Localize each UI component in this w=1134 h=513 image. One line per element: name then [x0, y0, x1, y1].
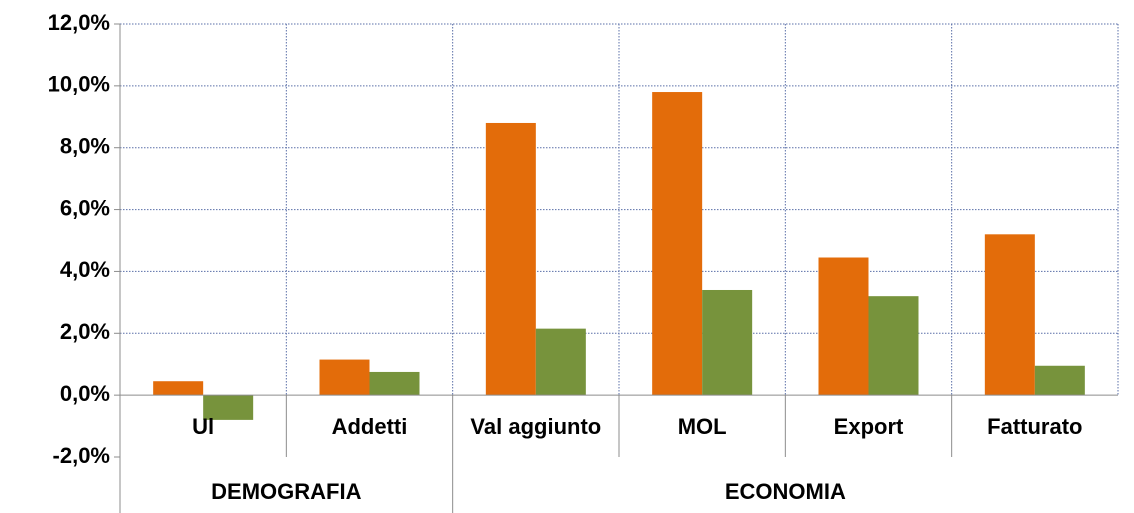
x-tick-label: Export [834, 414, 904, 439]
bar [818, 257, 869, 396]
y-tick-label: 8,0% [60, 134, 110, 159]
bar [702, 289, 753, 396]
x-tick-label: Fatturato [987, 414, 1082, 439]
y-tick-label: -2,0% [53, 443, 110, 468]
bar [203, 395, 254, 420]
bar [1034, 365, 1085, 396]
group-label: ECONOMIA [725, 479, 846, 504]
bar [369, 371, 420, 396]
bar [535, 328, 586, 396]
y-tick-label: 6,0% [60, 195, 110, 220]
x-tick-label: Val aggiunto [470, 414, 601, 439]
bar [868, 296, 919, 396]
group-label: DEMOGRAFIA [211, 479, 361, 504]
y-tick-label: 2,0% [60, 319, 110, 344]
bar [319, 359, 370, 396]
x-tick-label: Addetti [332, 414, 408, 439]
y-tick-label: 0,0% [60, 381, 110, 406]
bar [984, 234, 1035, 396]
bar [153, 381, 204, 396]
y-tick-label: 10,0% [48, 72, 110, 97]
y-tick-label: 12,0% [48, 10, 110, 35]
bar [485, 122, 536, 396]
x-tick-label: Ul [192, 414, 214, 439]
x-tick-label: MOL [678, 414, 727, 439]
y-tick-label: 4,0% [60, 257, 110, 282]
bar [652, 92, 703, 396]
